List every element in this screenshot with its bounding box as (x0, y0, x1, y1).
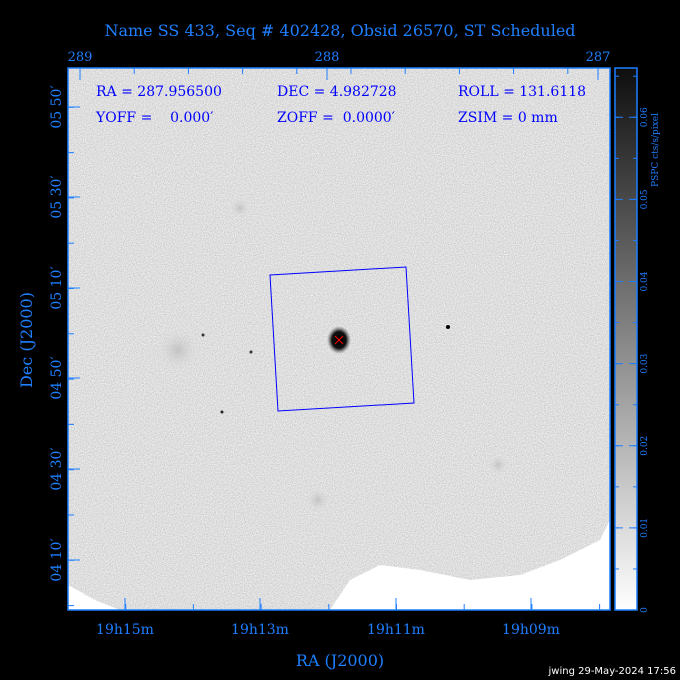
y-tick-label: 05 50′ (49, 85, 65, 128)
plot-frame (67, 67, 611, 611)
colorbar-tick-label: 0 (640, 607, 650, 613)
info-roll: ROLL = 131.6118 (458, 84, 586, 100)
source-marker-icon (334, 335, 344, 345)
chart-title: Name SS 433, Seq # 402428, Obsid 26570, … (104, 21, 575, 40)
colorbar-tick-label: 0.04 (640, 271, 650, 291)
x-tick-label: 19h09m (502, 622, 560, 638)
footer-timestamp: jwing 29-May-2024 17:56 (548, 666, 677, 677)
y-tick-label: 05 30′ (49, 175, 65, 218)
x-tick-label: 19h15m (96, 622, 154, 638)
info-zoff: ZOFF = 0.0000′ (277, 110, 395, 126)
colorbar (614, 67, 638, 611)
info-dec: DEC = 4.982728 (277, 84, 397, 100)
colorbar-label: PSPC cts/s/pixel (651, 113, 661, 187)
x-top-tick-label: 287 (586, 50, 611, 65)
y-tick-label: 04 30′ (49, 447, 65, 490)
x-top-tick-label: 288 (315, 50, 340, 65)
x-top-tick-label: 289 (68, 50, 93, 65)
x-axis-label: RA (J2000) (296, 651, 384, 670)
y-tick-label: 04 10′ (49, 538, 65, 581)
x-tick-label: 19h13m (231, 622, 289, 638)
colorbar-tick-label: 0.06 (640, 107, 650, 127)
y-tick-label: 05 10′ (49, 266, 65, 309)
y-axis-label: Dec (J2000) (17, 292, 36, 388)
no-coverage-region (330, 520, 610, 610)
fov-box (269, 266, 415, 412)
sky-image (68, 68, 610, 610)
colorbar-tick-label: 0.03 (640, 353, 650, 373)
y-tick-label: 04 50′ (49, 356, 65, 399)
no-coverage-region (68, 585, 120, 610)
colorbar-tick-label: 0.02 (640, 436, 650, 456)
colorbar-tick-label: 0.05 (640, 189, 650, 209)
info-ra: RA = 287.956500 (96, 84, 222, 100)
colorbar-tick-label: 0.01 (640, 518, 650, 538)
info-zsim: ZSIM = 0 mm (458, 110, 558, 126)
x-tick-label: 19h11m (367, 622, 425, 638)
info-yoff: YOFF = 0.000′ (95, 110, 213, 126)
